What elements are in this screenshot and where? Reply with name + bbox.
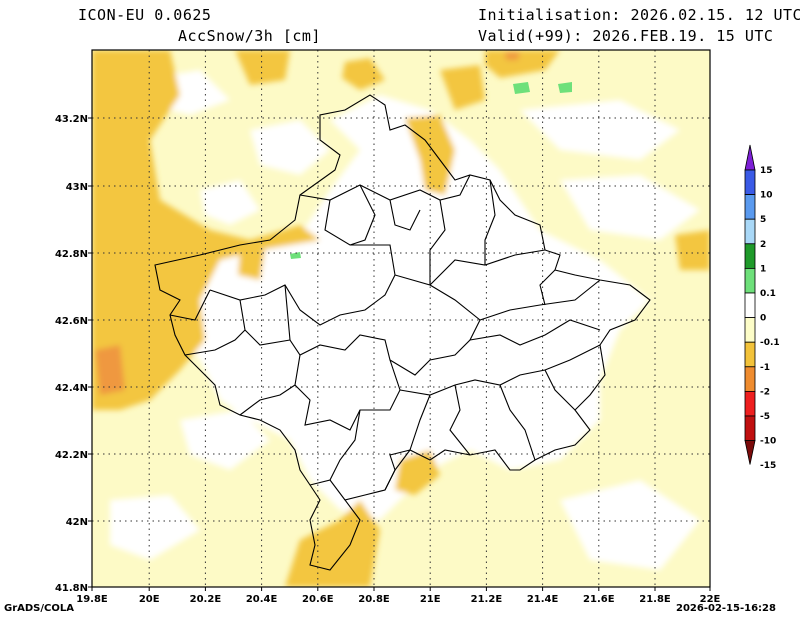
admin-borders bbox=[154, 94, 651, 571]
colorbar-bin bbox=[744, 415, 756, 442]
graticule bbox=[92, 50, 710, 587]
longitude-tick-label: 20.6E bbox=[302, 594, 334, 605]
colorbar-label: -5 bbox=[760, 412, 770, 422]
longitude-tick-label: 21E bbox=[420, 594, 441, 605]
latitude-labels: 41.8N 42N 42.2N 42.4N 42.6N 42.8N 43N 43.2N bbox=[55, 114, 92, 594]
longitude-labels: 19.8E 20E 20.2E 20.4E 20.6E 20.8E 21E 21.2E 21.4… bbox=[76, 587, 721, 605]
colorbar-label: 15 bbox=[760, 166, 773, 176]
colorbar-bin bbox=[744, 267, 756, 294]
colorbar-label: 5 bbox=[760, 215, 766, 225]
longitude-tick-label: 21.6E bbox=[583, 594, 615, 605]
colorbar-label: -1 bbox=[760, 363, 770, 373]
longitude-tick-label: 20E bbox=[139, 594, 160, 605]
latitude-tick-label: 41.8N bbox=[55, 583, 88, 594]
longitude-tick-label: 20.2E bbox=[190, 594, 222, 605]
colorbar-label: 2 bbox=[760, 240, 766, 250]
longitude-tick-label: 21.4E bbox=[527, 594, 559, 605]
latitude-tick-label: 42.4N bbox=[55, 383, 88, 394]
colorbar-label: -0.1 bbox=[760, 338, 780, 348]
latitude-tick-label: 42.6N bbox=[55, 316, 88, 327]
longitude-tick-label: 19.8E bbox=[76, 594, 108, 605]
colorbar-label: 1 bbox=[760, 264, 766, 274]
colorbar-bin bbox=[744, 218, 756, 245]
latitude-tick-label: 43N bbox=[66, 182, 88, 193]
map-frame bbox=[91, 49, 711, 588]
colorbar-top-arrow bbox=[744, 144, 756, 171]
colorbar: 15 10 5 2 1 0.1 0 -0.1 -1 -2 -5 -10 -15 bbox=[744, 144, 780, 471]
variable-title: AccSnow/3h [cm] bbox=[178, 27, 321, 45]
colorbar-bin bbox=[744, 317, 756, 343]
longitude-tick-label: 20.8E bbox=[358, 594, 390, 605]
longitude-tick-label: 20.4E bbox=[246, 594, 278, 605]
colorbar-bin bbox=[744, 390, 756, 417]
latitude-tick-label: 42.8N bbox=[55, 249, 88, 260]
latitude-tick-label: 42.2N bbox=[55, 450, 88, 461]
colorbar-label: 0 bbox=[760, 314, 766, 324]
colorbar-label: -2 bbox=[760, 387, 770, 397]
initialisation-time: Initialisation: 2026.02.15. 12 UTC bbox=[478, 6, 800, 24]
colorbar-bin bbox=[744, 243, 756, 269]
render-timestamp: 2026-02-15-16:28 bbox=[676, 603, 776, 614]
colorbar-label: 0.1 bbox=[760, 289, 776, 299]
longitude-tick-label: 22E bbox=[700, 594, 721, 605]
colorbar-bin bbox=[744, 194, 756, 220]
colorbar-bin bbox=[744, 292, 756, 319]
model-title: ICON-EU 0.0625 bbox=[78, 6, 212, 24]
colorbar-bin bbox=[744, 341, 756, 368]
latitude-tick-label: 43.2N bbox=[55, 114, 88, 125]
colorbar-bin bbox=[744, 169, 756, 196]
latitude-tick-label: 42N bbox=[66, 517, 88, 528]
valid-time: Valid(+99): 2026.FEB.19. 15 UTC bbox=[478, 27, 774, 45]
software-credit: GrADS/COLA bbox=[4, 603, 74, 614]
colorbar-bottom-arrow bbox=[744, 440, 756, 465]
longitude-tick-label: 21.8E bbox=[639, 594, 671, 605]
colorbar-label: -10 bbox=[760, 437, 776, 447]
colorbar-label: 10 bbox=[760, 191, 773, 201]
colorbar-label: -15 bbox=[760, 461, 776, 471]
colorbar-bin bbox=[744, 366, 756, 392]
longitude-tick-label: 21.2E bbox=[471, 594, 503, 605]
